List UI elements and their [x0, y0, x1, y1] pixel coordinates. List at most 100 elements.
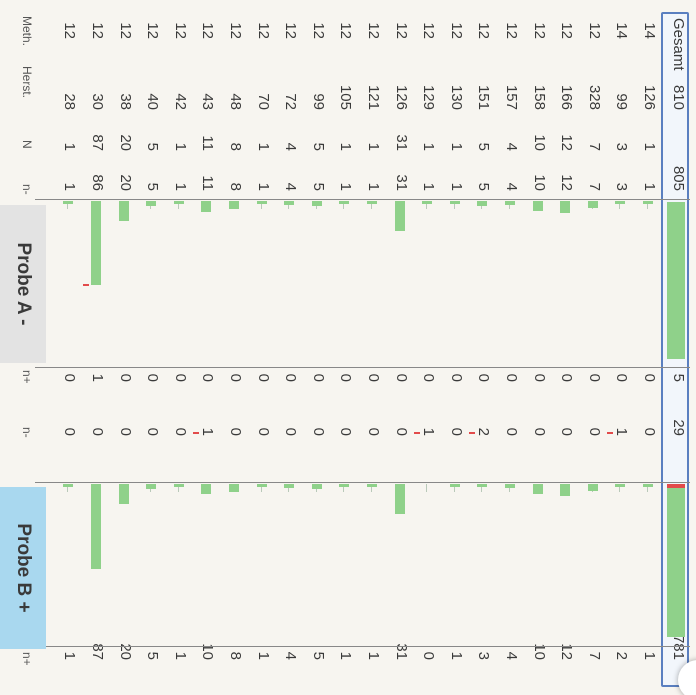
cell-a-minus: 7	[585, 182, 603, 191]
cell-herst: 99	[309, 93, 327, 110]
marker-b-minus	[469, 432, 476, 434]
cell-a-minus: 86	[89, 174, 106, 191]
bar-b-plus	[587, 484, 598, 491]
cell-meth: 14	[613, 22, 631, 39]
cell-n: 5	[144, 142, 162, 151]
bar-b-plus	[173, 484, 184, 487]
cell-n: 3	[613, 142, 631, 151]
cell-b-minus: 1	[613, 427, 631, 436]
cell-b-plus: 1	[337, 651, 355, 660]
cell-herst: 121	[365, 84, 382, 110]
cell-a-plus: 0	[558, 373, 576, 382]
divider-line	[35, 199, 690, 200]
cell-a-minus: 11	[199, 175, 217, 191]
cell-b-plus: 4	[282, 651, 300, 660]
total-b-plus: 781	[670, 634, 687, 660]
bar-b-plus	[394, 484, 405, 515]
bar-a-minus	[63, 201, 74, 204]
cell-a-plus: 0	[227, 373, 244, 382]
cell-a-minus: 3	[613, 182, 631, 191]
panel-probe-b-title[interactable]: Probe B +	[0, 487, 46, 649]
cell-a-plus: 0	[475, 373, 493, 382]
header-n[interactable]: N	[20, 140, 34, 149]
cell-a-minus: 10	[530, 174, 548, 191]
cell-b-plus: 8	[227, 651, 244, 660]
cell-a-plus: 0	[309, 373, 327, 382]
cell-meth: 12	[144, 22, 162, 39]
bar-a-minus	[615, 201, 626, 204]
cell-n: 1	[420, 142, 438, 151]
cell-a-plus: 0	[585, 373, 603, 382]
bar-b-plus	[615, 484, 626, 487]
cell-b-minus: 0	[558, 427, 576, 436]
cell-n: 1	[171, 142, 189, 151]
cell-a-plus: 0	[392, 373, 410, 382]
marker-b-minus	[193, 432, 200, 434]
cell-herst: 99	[613, 93, 631, 110]
bar-b-plus	[449, 484, 460, 487]
cell-herst: 130	[447, 84, 465, 110]
cell-b-plus: 3	[475, 651, 493, 660]
cell-meth: 12	[309, 22, 327, 39]
bar-b-plus	[367, 484, 377, 487]
total-n: 810	[670, 84, 687, 110]
cell-meth: 12	[254, 22, 272, 39]
bar-b-plus	[477, 484, 488, 487]
cell-n: 1	[337, 142, 355, 151]
header-meth[interactable]: Meth.	[20, 16, 34, 47]
cell-b-plus: 0	[420, 651, 438, 660]
cell-meth: 12	[89, 22, 106, 39]
cell-herst: 151	[475, 84, 493, 110]
bar-a-minus	[394, 201, 405, 232]
bar-a-minus	[560, 201, 571, 213]
cell-b-minus: 1	[420, 427, 438, 436]
bar-a-minus	[532, 201, 543, 211]
bar-a-minus	[587, 201, 598, 208]
bar-a-minus	[146, 201, 157, 206]
bar-b-plus	[118, 484, 129, 504]
cell-meth: 12	[392, 22, 410, 39]
panel-probe-a-title[interactable]: Probe A -	[0, 205, 46, 363]
cell-n: 1	[254, 142, 272, 151]
cell-b-plus: 1	[365, 651, 382, 660]
cell-meth: 12	[503, 22, 520, 39]
cell-meth: 12	[447, 22, 465, 39]
divider-line	[35, 367, 690, 368]
cell-b-minus: 0	[337, 427, 355, 436]
bar-b-plus	[201, 484, 212, 494]
cell-meth: 12	[337, 22, 355, 39]
header-b-plus[interactable]: n+	[20, 652, 34, 666]
cell-a-plus: 0	[144, 373, 162, 382]
divider-line	[35, 646, 690, 647]
header-b-minus[interactable]: n-	[20, 427, 34, 438]
bar-baseline	[426, 484, 428, 492]
cell-n: 31	[392, 134, 410, 151]
bar-a-minus	[201, 201, 212, 212]
bar-a-minus	[643, 201, 653, 204]
bar-b-plus	[63, 484, 74, 487]
cell-b-minus: 0	[116, 427, 134, 436]
cell-n: 8	[227, 142, 244, 151]
cell-herst: 70	[254, 93, 272, 110]
cell-b-minus: 0	[227, 427, 244, 436]
header-herst[interactable]: Herst.	[20, 66, 34, 99]
bar-a-minus	[118, 201, 129, 221]
total-a-minus: 805	[670, 165, 687, 191]
header-a-minus[interactable]: n-	[20, 184, 34, 195]
header-a-plus[interactable]: n+	[20, 370, 34, 384]
cell-n: 11	[199, 135, 217, 151]
cell-a-plus: 0	[171, 373, 189, 382]
cell-a-minus: 5	[475, 182, 493, 191]
cell-a-minus: 1	[254, 182, 272, 191]
total-marker-b-minus	[667, 484, 685, 488]
cell-a-plus: 0	[503, 373, 520, 382]
bar-a-minus	[284, 201, 295, 205]
bar-a-minus	[422, 201, 433, 204]
cell-n: 87	[89, 134, 106, 151]
cell-b-minus: 0	[641, 427, 658, 436]
cell-a-plus: 0	[254, 373, 272, 382]
cell-meth: 12	[116, 22, 134, 39]
cell-meth: 14	[641, 22, 658, 39]
cell-meth: 12	[199, 22, 217, 39]
